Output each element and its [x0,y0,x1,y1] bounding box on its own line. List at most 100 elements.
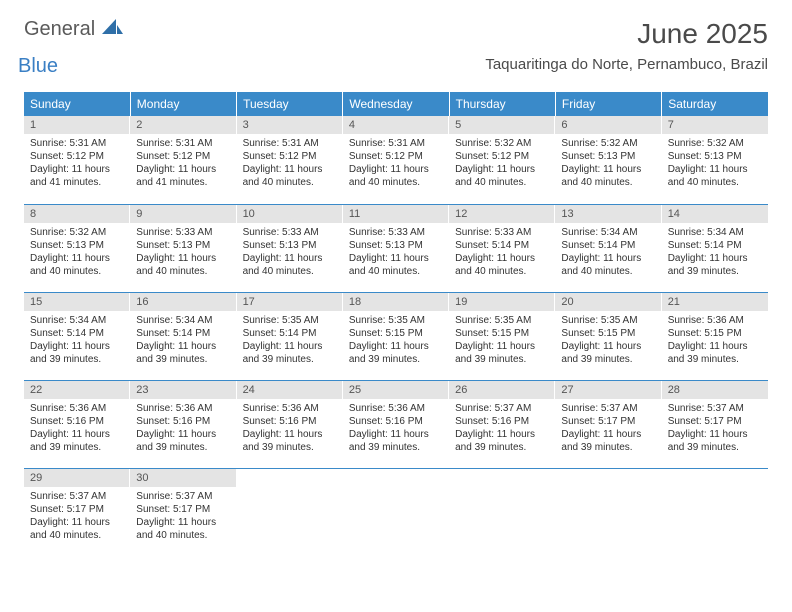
day-details: Sunrise: 5:37 AMSunset: 5:16 PMDaylight:… [449,399,555,458]
calendar-cell: 15Sunrise: 5:34 AMSunset: 5:14 PMDayligh… [24,292,130,380]
weekday-header: Tuesday [237,92,343,116]
location-subtitle: Taquaritinga do Norte, Pernambuco, Brazi… [485,56,768,73]
day-number: 8 [24,205,130,223]
day-details: Sunrise: 5:37 AMSunset: 5:17 PMDaylight:… [555,399,661,458]
day-details: Sunrise: 5:36 AMSunset: 5:16 PMDaylight:… [130,399,236,458]
calendar-cell: 1Sunrise: 5:31 AMSunset: 5:12 PMDaylight… [24,116,130,204]
calendar-table: SundayMondayTuesdayWednesdayThursdayFrid… [24,92,768,556]
day-number: 1 [24,116,130,134]
brand-word-1: General [24,18,95,40]
calendar-cell: .. [449,468,555,556]
day-details: Sunrise: 5:35 AMSunset: 5:15 PMDaylight:… [555,311,661,370]
title-block: June 2025 Taquaritinga do Norte, Pernamb… [485,18,768,73]
calendar-cell: 19Sunrise: 5:35 AMSunset: 5:15 PMDayligh… [449,292,555,380]
calendar-cell: 16Sunrise: 5:34 AMSunset: 5:14 PMDayligh… [130,292,236,380]
month-title: June 2025 [485,18,768,50]
day-details: Sunrise: 5:33 AMSunset: 5:13 PMDaylight:… [130,223,236,282]
calendar-cell: 21Sunrise: 5:36 AMSunset: 5:15 PMDayligh… [662,292,768,380]
day-details: Sunrise: 5:36 AMSunset: 5:16 PMDaylight:… [237,399,343,458]
day-details: Sunrise: 5:34 AMSunset: 5:14 PMDaylight:… [555,223,661,282]
calendar-cell: 26Sunrise: 5:37 AMSunset: 5:16 PMDayligh… [449,380,555,468]
calendar-body: 1Sunrise: 5:31 AMSunset: 5:12 PMDaylight… [24,116,768,556]
calendar-header-row: SundayMondayTuesdayWednesdayThursdayFrid… [24,92,768,116]
day-number: 29 [24,469,130,487]
day-details: Sunrise: 5:36 AMSunset: 5:15 PMDaylight:… [662,311,768,370]
day-details: Sunrise: 5:31 AMSunset: 5:12 PMDaylight:… [237,134,343,193]
day-details: Sunrise: 5:32 AMSunset: 5:13 PMDaylight:… [662,134,768,193]
calendar-cell: 3Sunrise: 5:31 AMSunset: 5:12 PMDaylight… [237,116,343,204]
weekday-header: Monday [130,92,236,116]
calendar-cell: 10Sunrise: 5:33 AMSunset: 5:13 PMDayligh… [237,204,343,292]
page-header: General Blue June 2025 Taquaritinga do N… [0,0,792,82]
day-details: Sunrise: 5:36 AMSunset: 5:16 PMDaylight:… [24,399,130,458]
calendar-cell: 22Sunrise: 5:36 AMSunset: 5:16 PMDayligh… [24,380,130,468]
day-details: Sunrise: 5:34 AMSunset: 5:14 PMDaylight:… [24,311,130,370]
calendar-cell: 13Sunrise: 5:34 AMSunset: 5:14 PMDayligh… [555,204,661,292]
day-details: Sunrise: 5:31 AMSunset: 5:12 PMDaylight:… [130,134,236,193]
calendar-cell: 23Sunrise: 5:36 AMSunset: 5:16 PMDayligh… [130,380,236,468]
day-details: Sunrise: 5:37 AMSunset: 5:17 PMDaylight:… [662,399,768,458]
day-details: Sunrise: 5:35 AMSunset: 5:14 PMDaylight:… [237,311,343,370]
calendar-cell: 17Sunrise: 5:35 AMSunset: 5:14 PMDayligh… [237,292,343,380]
weekday-header: Saturday [662,92,768,116]
day-details: Sunrise: 5:33 AMSunset: 5:13 PMDaylight:… [343,223,449,282]
calendar-cell: 18Sunrise: 5:35 AMSunset: 5:15 PMDayligh… [343,292,449,380]
calendar-cell: 5Sunrise: 5:32 AMSunset: 5:12 PMDaylight… [449,116,555,204]
calendar-cell: 7Sunrise: 5:32 AMSunset: 5:13 PMDaylight… [662,116,768,204]
day-number: 14 [662,205,768,223]
calendar-cell: 25Sunrise: 5:36 AMSunset: 5:16 PMDayligh… [343,380,449,468]
calendar-cell: .. [555,468,661,556]
calendar-cell: 28Sunrise: 5:37 AMSunset: 5:17 PMDayligh… [662,380,768,468]
weekday-header: Thursday [449,92,555,116]
calendar-cell: 8Sunrise: 5:32 AMSunset: 5:13 PMDaylight… [24,204,130,292]
day-number: 21 [662,293,768,311]
day-number: 2 [130,116,236,134]
day-number: 19 [449,293,555,311]
day-details: Sunrise: 5:32 AMSunset: 5:13 PMDaylight:… [555,134,661,193]
calendar-cell: 11Sunrise: 5:33 AMSunset: 5:13 PMDayligh… [343,204,449,292]
day-number: 24 [237,381,343,399]
day-details: Sunrise: 5:31 AMSunset: 5:12 PMDaylight:… [24,134,130,193]
day-number: 25 [343,381,449,399]
day-number: 28 [662,381,768,399]
day-number: 22 [24,381,130,399]
day-number: 17 [237,293,343,311]
day-details: Sunrise: 5:34 AMSunset: 5:14 PMDaylight:… [130,311,236,370]
weekday-header: Wednesday [343,92,449,116]
day-number: 7 [662,116,768,134]
day-details: Sunrise: 5:37 AMSunset: 5:17 PMDaylight:… [24,487,130,546]
brand-logo: General Blue [24,18,124,78]
day-number: 18 [343,293,449,311]
calendar-cell: 20Sunrise: 5:35 AMSunset: 5:15 PMDayligh… [555,292,661,380]
calendar-cell: 30Sunrise: 5:37 AMSunset: 5:17 PMDayligh… [130,468,236,556]
calendar-cell: 6Sunrise: 5:32 AMSunset: 5:13 PMDaylight… [555,116,661,204]
calendar-cell: 4Sunrise: 5:31 AMSunset: 5:12 PMDaylight… [343,116,449,204]
day-details: Sunrise: 5:34 AMSunset: 5:14 PMDaylight:… [662,223,768,282]
day-details: Sunrise: 5:32 AMSunset: 5:13 PMDaylight:… [24,223,130,282]
day-number: 6 [555,116,661,134]
calendar-cell: .. [237,468,343,556]
day-number: 30 [130,469,236,487]
day-number: 3 [237,116,343,134]
day-number: 27 [555,381,661,399]
day-details: Sunrise: 5:32 AMSunset: 5:12 PMDaylight:… [449,134,555,193]
day-number: 13 [555,205,661,223]
calendar-cell: .. [662,468,768,556]
day-details: Sunrise: 5:35 AMSunset: 5:15 PMDaylight:… [343,311,449,370]
day-number: 12 [449,205,555,223]
day-details: Sunrise: 5:35 AMSunset: 5:15 PMDaylight:… [449,311,555,370]
day-number: 20 [555,293,661,311]
weekday-header: Sunday [24,92,130,116]
calendar-cell: .. [343,468,449,556]
day-details: Sunrise: 5:37 AMSunset: 5:17 PMDaylight:… [130,487,236,546]
day-number: 23 [130,381,236,399]
weekday-header: Friday [555,92,661,116]
calendar-cell: 27Sunrise: 5:37 AMSunset: 5:17 PMDayligh… [555,380,661,468]
day-number: 10 [237,205,343,223]
day-details: Sunrise: 5:33 AMSunset: 5:14 PMDaylight:… [449,223,555,282]
day-number: 4 [343,116,449,134]
day-number: 11 [343,205,449,223]
calendar-cell: 24Sunrise: 5:36 AMSunset: 5:16 PMDayligh… [237,380,343,468]
calendar-cell: 12Sunrise: 5:33 AMSunset: 5:14 PMDayligh… [449,204,555,292]
calendar-cell: 14Sunrise: 5:34 AMSunset: 5:14 PMDayligh… [662,204,768,292]
